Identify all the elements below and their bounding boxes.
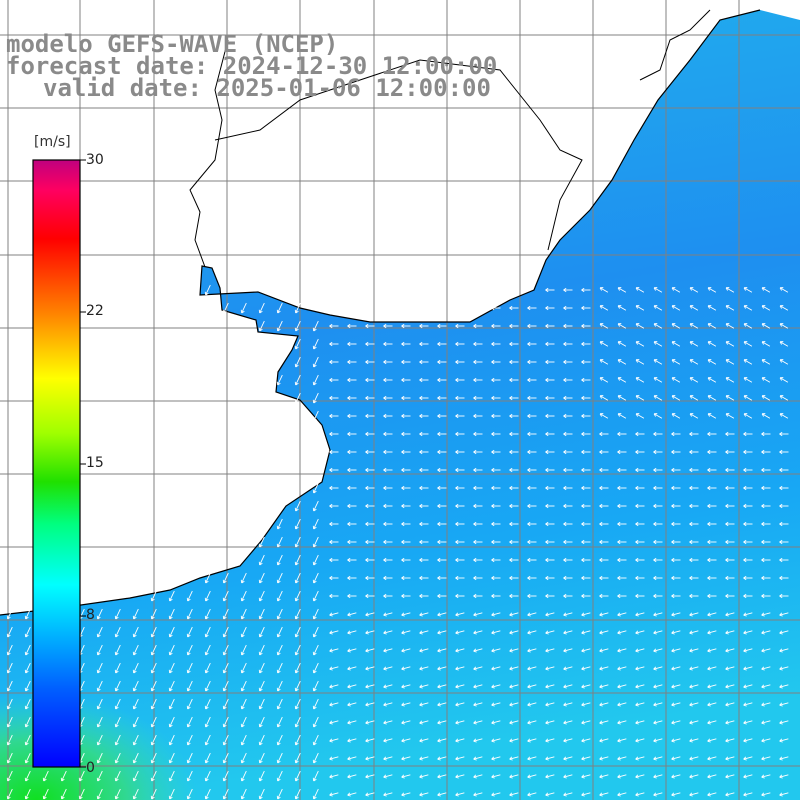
colorbar-scale xyxy=(33,160,80,767)
colorbar-tick-8: 8 xyxy=(86,607,95,623)
valid-date: valid date: 2025-01-06 12:00:00 xyxy=(43,76,491,100)
colorbar-unit: [m/s] xyxy=(34,134,71,150)
colorbar-tick-0: 0 xyxy=(86,760,95,776)
colorbar xyxy=(33,160,86,767)
colorbar-tick-30: 30 xyxy=(86,152,104,168)
colorbar-tick-22: 22 xyxy=(86,303,104,319)
colorbar-tick-15: 15 xyxy=(86,455,104,471)
